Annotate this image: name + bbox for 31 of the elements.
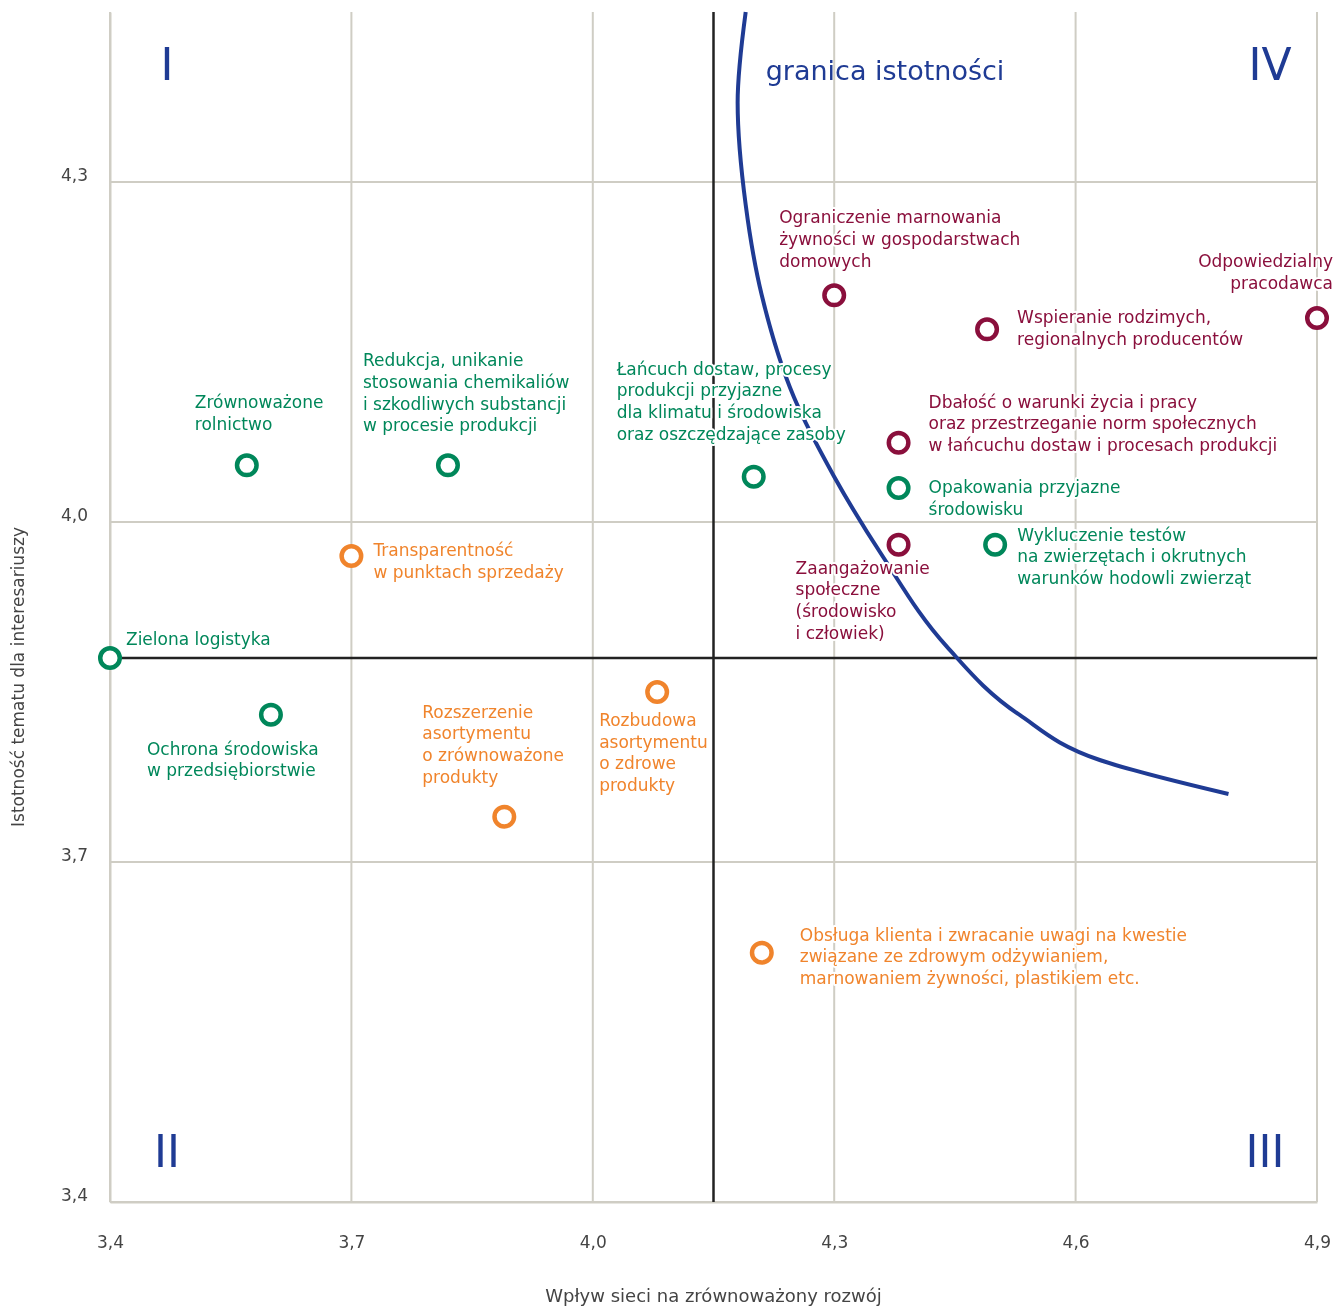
annotation: II bbox=[154, 1126, 180, 1177]
x-tick-label: 4,9 bbox=[1303, 1232, 1332, 1253]
x-tick-label: 4,0 bbox=[579, 1232, 607, 1253]
annotation: Rozszerzenie asortymentu o zrównoważone produkty bbox=[422, 701, 564, 787]
annotation: Dbałość o warunki życia i pracy oraz przestrzeganie norm społecznych w łańcuchu dostaw i procesach produkcji bbox=[928, 391, 1278, 456]
annotation: Obsługa klienta i zwracanie uwagi na kwestie związane ze zdrowym odżywianiem, marnowaniem żywności, plastikiem etc. bbox=[799, 924, 1188, 989]
annotation: Redukcja, unikanie stosowania chemikaliów i szkodliwych substancji w procesie produkcji bbox=[362, 350, 570, 436]
annotation: Transparentność w punktach sprzedaży bbox=[372, 540, 564, 582]
x-tick-label: 3,4 bbox=[96, 1232, 125, 1253]
annotation: Zrównoważone rolnictwo bbox=[194, 392, 324, 435]
x-tick-label: 4,6 bbox=[1062, 1232, 1090, 1253]
annotation: Ochrona środowiska w przedsiębiorstwie bbox=[146, 738, 319, 781]
annotation: Opakowania przyjazne środowisku bbox=[928, 477, 1121, 519]
annotation: III bbox=[1245, 1126, 1285, 1177]
annotation: Zielona logistyka bbox=[126, 629, 271, 649]
annotation: I bbox=[160, 39, 174, 90]
y-tick-label: 3,7 bbox=[60, 844, 88, 865]
annotation: Rozbudowa asortymentu o zdrowe produkty bbox=[599, 710, 708, 796]
x-tick-label: 3,7 bbox=[338, 1232, 366, 1253]
x-axis-title: Wpływ sieci na zrównoważony rozwój bbox=[545, 1285, 882, 1306]
annotation: IV bbox=[1248, 39, 1292, 90]
annotation: Wykluczenie testów na zwierzętach i okrutnych warunków hodowli zwierząt bbox=[1017, 524, 1252, 589]
y-tick-label: 3,4 bbox=[60, 1184, 88, 1205]
annotation: Ograniczenie marnowania żywności w gospodarstwach domowych bbox=[779, 207, 1021, 271]
y-tick-label: 4,0 bbox=[60, 504, 88, 525]
y-axis-title: Istotność tematu dla interesariuszy bbox=[8, 527, 28, 827]
annotation: Odpowiedzialny pracodawca bbox=[1198, 251, 1333, 293]
y-tick-label: 4,3 bbox=[60, 164, 88, 185]
series-label: granica istotności bbox=[765, 55, 1005, 86]
x-tick-label: 4,3 bbox=[821, 1232, 849, 1253]
annotation: Wspieranie rodzimych, regionalnych producentów bbox=[1017, 307, 1244, 350]
